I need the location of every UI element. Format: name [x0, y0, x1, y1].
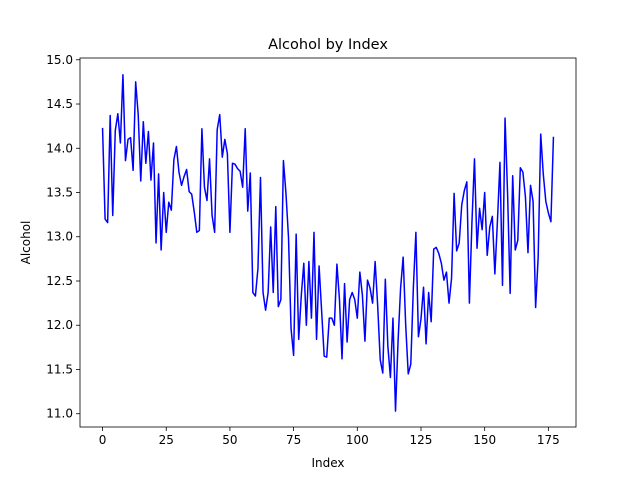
y-tick-label: 14.5: [46, 97, 73, 111]
y-tick-label: 14.0: [46, 141, 73, 155]
y-axis-label: Alcohol: [19, 221, 33, 265]
x-tick-label: 100: [346, 433, 369, 447]
y-tick-label: 12.5: [46, 274, 73, 288]
y-tick-label: 13.0: [46, 230, 73, 244]
x-tick-label: 0: [99, 433, 107, 447]
y-tick-label: 15.0: [46, 53, 73, 67]
x-axis-label: Index: [311, 456, 344, 470]
y-tick-label: 11.0: [46, 407, 73, 421]
x-tick-label: 175: [537, 433, 560, 447]
plot-frame: [79, 57, 577, 428]
x-tick-label: 125: [410, 433, 433, 447]
x-tick-label: 150: [473, 433, 496, 447]
y-tick-label: 13.5: [46, 186, 73, 200]
y-tick-label: 12.0: [46, 318, 73, 332]
y-axis: 11.0 11.5 12.0 12.5 13.0 13.5 14.0 14.5 15.0: [46, 53, 80, 421]
x-tick-label: 75: [286, 433, 301, 447]
chart-title: Alcohol by Index: [268, 37, 388, 53]
alcohol-series-line: [101, 74, 555, 412]
series-layer: [101, 74, 555, 412]
x-tick-label: 50: [222, 433, 237, 447]
x-axis: 0 25 50 75 100 125 150 175: [99, 427, 560, 447]
x-tick-label: 25: [159, 433, 174, 447]
y-tick-label: 11.5: [46, 362, 73, 376]
